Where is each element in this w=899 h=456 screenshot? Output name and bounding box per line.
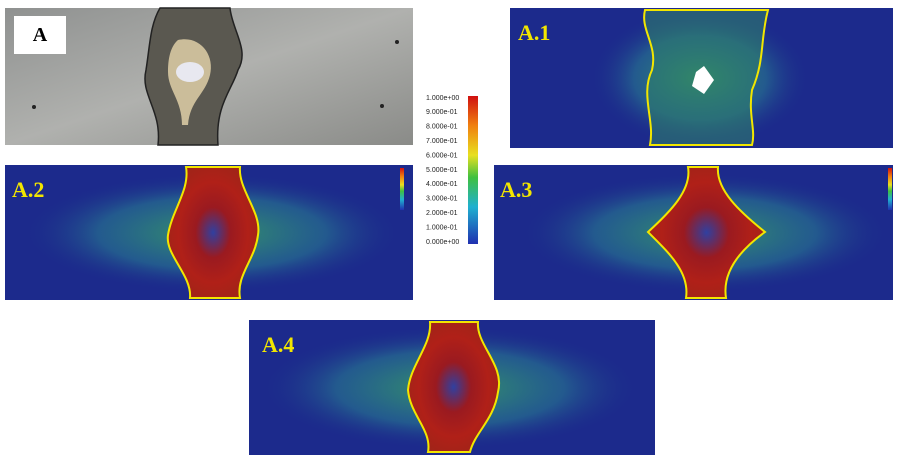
panel-label: A.2: [12, 177, 44, 202]
colorbar-label: 3.000e-01: [426, 196, 458, 203]
colorbar-label: 7.000e-01: [426, 138, 458, 145]
colorbar-label: 8.000e-01: [426, 124, 458, 131]
panel-a1: A.1: [510, 8, 893, 148]
colorbar-label: 9.000e-01: [426, 109, 458, 116]
colorbar-label: 6.000e-01: [426, 152, 458, 159]
colorbar-label: 2.000e-01: [426, 210, 458, 217]
colorbar-label: 5.000e-01: [426, 167, 458, 174]
panel-label: A.1: [518, 20, 550, 45]
colorbar-label: 1.000e+00: [426, 95, 459, 102]
figure: A A.1 A.2 A.3 A.4 1.000e+00 9.000e-01 8.00…: [0, 0, 899, 456]
panel-a4: A.4: [249, 320, 655, 455]
panel-a: A: [5, 8, 413, 145]
panel-a3: A.3: [494, 165, 893, 300]
panel-label: A.3: [500, 177, 532, 202]
panel-label: A: [33, 24, 48, 46]
panel-a2: A.2: [5, 165, 413, 300]
colorbar: 1.000e+00 9.000e-01 8.000e-01 7.000e-01 6.00…: [426, 95, 478, 246]
colorbar-label: 1.000e-01: [426, 224, 458, 231]
colorbar-label: 4.000e-01: [426, 181, 458, 188]
panel-label: A.4: [262, 332, 294, 357]
colorbar-label: 0.000e+00: [426, 239, 459, 246]
